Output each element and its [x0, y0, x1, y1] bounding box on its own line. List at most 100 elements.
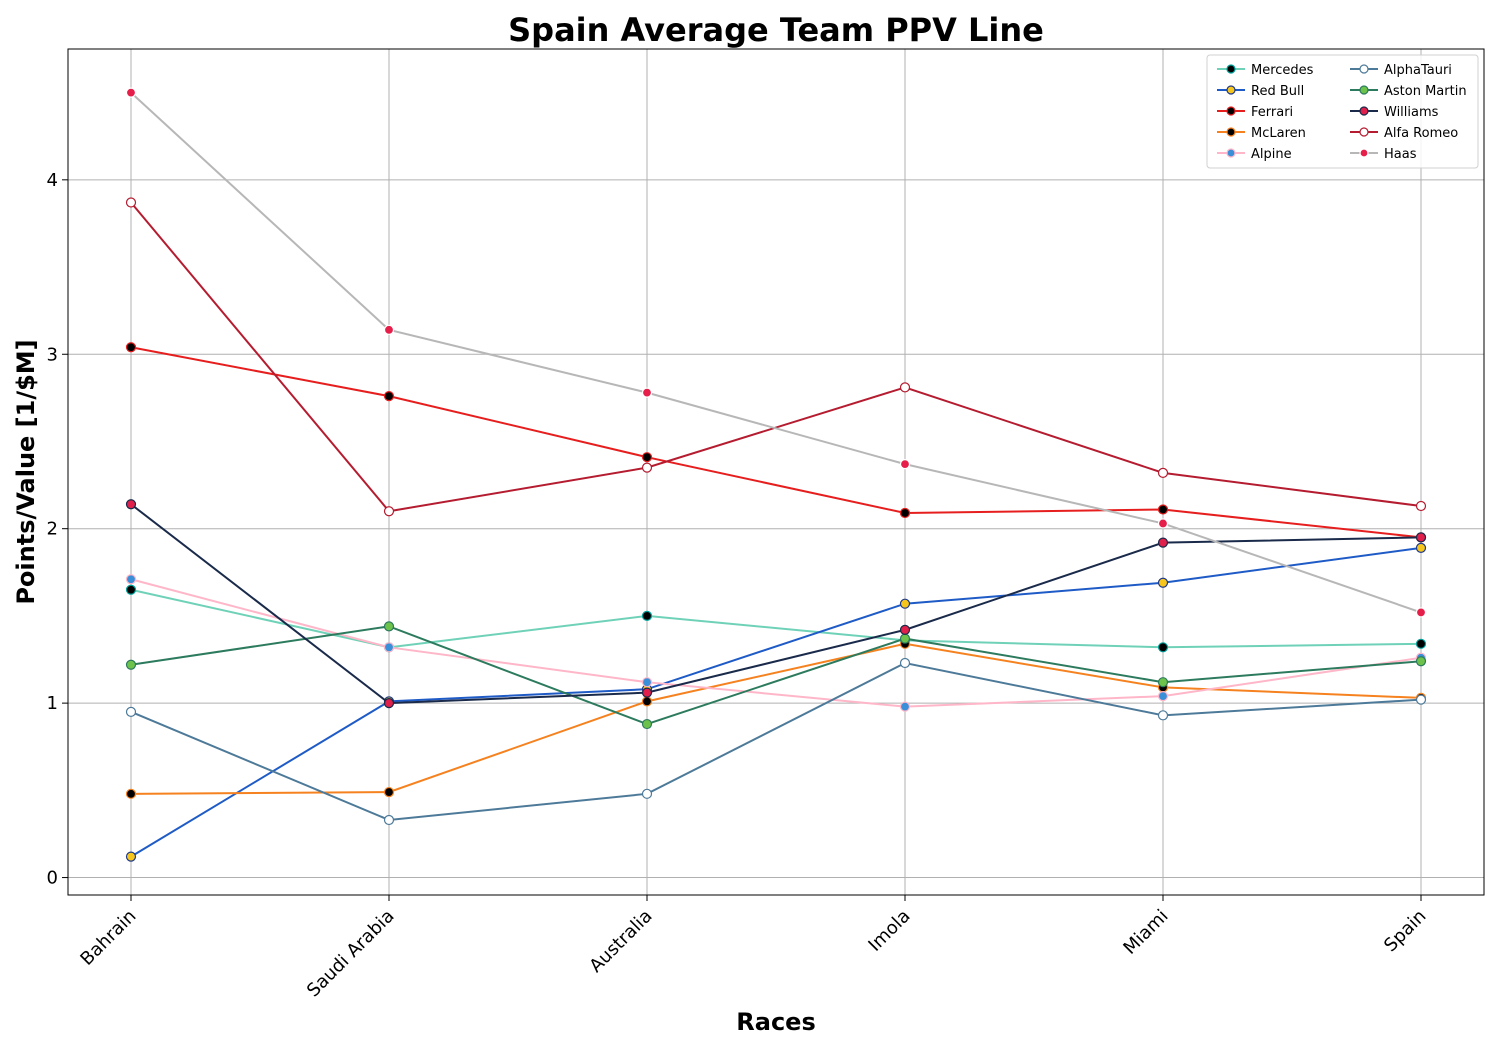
series-alfa-romeo [125, 197, 1427, 517]
series-line-mclaren [130, 642, 1422, 795]
data-point-williams [383, 698, 395, 709]
legend-item-williams: Williams [1350, 105, 1439, 120]
data-point-red-bull [899, 598, 911, 609]
data-point-mercedes [1415, 638, 1427, 649]
data-point-alpine [383, 642, 395, 653]
data-point-mercedes [1157, 642, 1169, 653]
legend-item-alpine: Alpine [1217, 147, 1292, 162]
data-point-williams [641, 687, 653, 698]
data-point-aston-martin [899, 633, 911, 644]
data-point-alpine [125, 574, 137, 585]
data-point-alphatauri [641, 788, 653, 799]
legend-label: Haas [1384, 147, 1417, 162]
data-point-alfa-romeo [125, 197, 137, 208]
series-red-bull [125, 542, 1427, 862]
x-tick-label: Australia [585, 906, 656, 977]
series-line-aston-martin [130, 625, 1422, 726]
legend-item-mercedes: Mercedes [1217, 63, 1314, 78]
data-point-aston-martin [1157, 677, 1169, 688]
axis-ticks: Bahrain Saudi Arabia Australia Imola Miami Sp… [47, 170, 1431, 1001]
data-point-mercedes [125, 584, 137, 595]
data-point-ferrari [125, 342, 137, 353]
data-point-alphatauri [125, 706, 137, 717]
data-point-haas [383, 324, 395, 335]
series-alphatauri [125, 657, 1427, 826]
series-mclaren [125, 638, 1427, 799]
data-point-alfa-romeo [899, 382, 911, 393]
series-aston-martin [125, 621, 1427, 730]
data-point-williams [1415, 532, 1427, 543]
data-point-haas [899, 459, 911, 470]
legend-label: AlphaTauri [1384, 63, 1452, 78]
y-tick-label: 0 [47, 868, 58, 889]
series-line-williams [130, 503, 1422, 705]
series-line-mercedes [130, 588, 1422, 649]
data-point-ferrari [899, 507, 911, 519]
legend-marker [1226, 106, 1236, 116]
legend-label: Alpine [1251, 147, 1292, 162]
data-point-williams [125, 499, 137, 510]
legend-label: McLaren [1251, 126, 1306, 141]
legend-marker [1226, 127, 1236, 137]
legend-marker [1359, 127, 1369, 137]
grid-lines [68, 49, 1484, 895]
legend-label: Ferrari [1251, 105, 1293, 120]
y-tick-label: 3 [47, 344, 58, 365]
data-point-aston-martin [641, 718, 653, 730]
legend-marker [1359, 85, 1369, 95]
data-point-aston-martin [383, 621, 395, 632]
data-point-haas [1157, 518, 1169, 529]
legend-label: Mercedes [1251, 63, 1314, 78]
legend-marker [1359, 106, 1369, 116]
x-tick-label: Imola [864, 906, 914, 956]
data-point-alpine [1157, 691, 1169, 702]
y-tick-label: 4 [47, 170, 58, 191]
data-point-red-bull [1415, 542, 1427, 553]
series-williams [125, 499, 1427, 709]
data-point-ferrari [1157, 504, 1169, 515]
data-point-alpine [641, 677, 653, 688]
series-lines [125, 87, 1427, 862]
data-point-alphatauri [383, 814, 395, 826]
data-point-mclaren [383, 786, 395, 798]
series-line-alfa-romeo [130, 201, 1422, 513]
data-point-haas [641, 387, 653, 398]
data-point-aston-martin [1415, 656, 1427, 667]
legend-item-alphatauri: AlphaTauri [1350, 63, 1452, 78]
legend-item-red-bull: Red Bull [1217, 84, 1304, 99]
data-point-alpine [899, 701, 911, 712]
data-point-alfa-romeo [1415, 500, 1427, 512]
data-point-williams [1157, 537, 1169, 548]
legend-label: Williams [1384, 105, 1439, 120]
data-point-mclaren [641, 696, 653, 707]
data-point-mercedes [641, 610, 653, 622]
series-ferrari [125, 342, 1427, 543]
x-tick-label: Bahrain [76, 906, 140, 970]
legend-marker [1359, 148, 1369, 158]
legend-marker [1359, 64, 1369, 74]
legend-marker [1226, 85, 1236, 95]
y-tick-label: 1 [47, 693, 58, 714]
x-tick-label: Miami [1119, 906, 1172, 959]
y-axis-label: Points/Value [1/$M] [12, 339, 40, 604]
legend-label: Aston Martin [1384, 84, 1467, 99]
legend-marker [1226, 148, 1236, 158]
data-point-ferrari [641, 452, 653, 463]
x-tick-label: Spain [1380, 906, 1430, 956]
plot-frame [67, 48, 1485, 896]
legend: Mercedes Red Bull Ferrari McLaren Alpine Alph… [1206, 54, 1479, 169]
legend-box [1206, 54, 1479, 169]
data-point-red-bull [125, 851, 137, 862]
x-axis-label: Races [736, 1008, 815, 1036]
legend-item-mclaren: McLaren [1217, 126, 1306, 141]
data-point-alfa-romeo [383, 506, 395, 517]
legend-item-haas: Haas [1350, 147, 1417, 162]
legend-label: Red Bull [1251, 84, 1304, 99]
data-point-alfa-romeo [1157, 467, 1169, 478]
data-point-mclaren [125, 788, 137, 799]
data-point-alphatauri [1415, 694, 1427, 705]
series-line-haas [130, 91, 1422, 614]
series-line-red-bull [130, 546, 1422, 858]
data-point-red-bull [1157, 577, 1169, 588]
series-mercedes [125, 584, 1427, 653]
